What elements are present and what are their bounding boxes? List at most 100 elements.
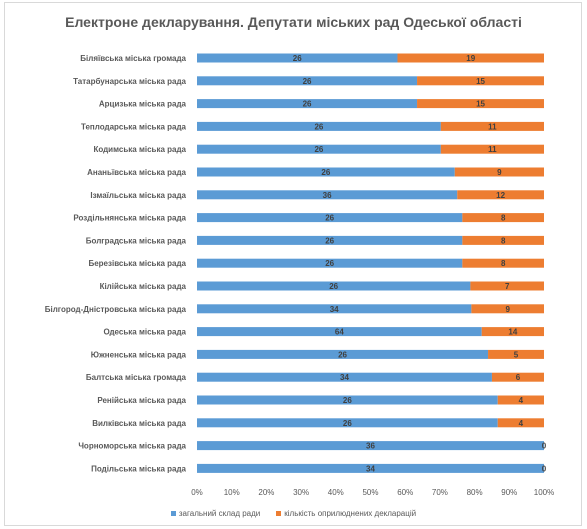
bar-segment-declarations [440,144,544,154]
category-label: Кодимська міська рада [93,145,186,154]
category-label: Подільська міська рада [91,464,186,473]
bar-segment-total [197,372,492,382]
data-label: 26 [325,236,334,245]
data-label: 19 [466,54,475,63]
bar-segment-total [197,190,458,200]
legend-item: кількість оприлюднених декларацій [276,509,416,518]
data-label: 36 [323,191,332,200]
x-tick-label: 80% [467,488,483,497]
bar-segment-declarations [454,167,544,177]
category-label: Ізмаїльська міська рада [90,191,186,200]
legend-swatch [276,511,282,517]
legend-item: загальний склад ради [170,509,261,518]
legend-label: загальний склад ради [178,509,261,518]
category-label: Роздільнянська міська рада [73,214,186,223]
data-label: 64 [335,328,344,337]
bar-segment-declarations [440,121,544,131]
bar-segment-total [197,99,418,109]
data-label: 34 [366,464,375,473]
data-label: 26 [325,259,334,268]
bar-segment-declarations [417,76,544,86]
category-label: Одеська міська рада [103,328,186,337]
data-label: 36 [366,442,375,451]
data-label: 26 [303,100,312,109]
bar-segment-declarations [470,281,544,291]
data-label: 11 [488,122,497,131]
bar-segment-total [197,281,471,291]
data-label: 9 [497,168,502,177]
bar-segment-total [197,304,472,314]
data-label: 0 [542,442,547,451]
x-tick-label: 20% [258,488,274,497]
x-tick-label: 30% [293,488,309,497]
bar-segment-declarations [497,418,544,428]
data-label: 8 [501,214,506,223]
data-label: 26 [343,419,352,428]
chart-title: Електроне декларування. Депутати міських… [65,14,522,30]
bar-segment-total [197,349,489,359]
bar-segment-declarations [457,190,544,200]
bar-segment-declarations [462,258,544,268]
legend-label: кількість оприлюднених декларацій [284,509,417,518]
category-label: Южненська міська рада [91,350,187,359]
category-label: Ренійська міська рада [97,396,186,405]
data-label: 26 [321,168,330,177]
data-label: 34 [340,373,349,382]
bar-segment-declarations [462,235,544,245]
data-label: 8 [501,259,506,268]
data-label: 26 [325,214,334,223]
bar-segment-total [197,121,441,131]
category-label: Білгород-Дністровська міська рада [45,305,187,314]
data-label: 26 [343,396,352,405]
category-label: Березівська міська рада [88,259,186,268]
category-label: Татарбунарська міська рада [73,77,186,86]
data-label: 15 [476,77,485,86]
data-label: 4 [519,419,524,428]
bar-segment-total [197,258,463,268]
category-label: Ананьївська міська рада [87,168,186,177]
data-label: 26 [329,282,338,291]
bar-segment-total [197,53,398,63]
category-label: Арцизька міська рада [99,100,187,109]
category-label: Болградська міська рада [86,236,187,245]
x-tick-label: 10% [224,488,240,497]
chart-legend: загальний склад ради кількість оприлюднен… [0,509,587,518]
data-label: 26 [314,145,323,154]
category-label: Теплодарська міська рада [81,122,187,131]
x-tick-label: 100% [534,488,554,497]
x-tick-label: 40% [328,488,344,497]
bar-segment-total [197,235,463,245]
bar-segment-total [197,76,418,86]
bar-segment-declarations [491,372,544,382]
category-label: Кілійська міська рада [100,282,187,291]
bar-segment-total [197,463,544,473]
data-label: 7 [505,282,510,291]
data-label: 4 [519,396,524,405]
bar-segment-declarations [417,99,544,109]
legend-swatch [170,511,176,517]
category-label: Вилківська міська рада [92,419,186,428]
data-label: 15 [476,100,485,109]
bar-segment-total [197,327,482,337]
bar-segment-declarations [397,53,544,63]
x-tick-label: 50% [362,488,378,497]
data-label: 26 [338,350,347,359]
bar-segment-total [197,441,544,451]
data-label: 8 [501,236,506,245]
x-tick-label: 60% [397,488,413,497]
bar-segment-declarations [462,213,544,223]
bar-segment-total [197,395,498,405]
data-label: 6 [516,373,521,382]
x-tick-label: 70% [432,488,448,497]
bar-segment-declarations [471,304,544,314]
data-label: 11 [488,145,497,154]
data-label: 26 [293,54,302,63]
bar-segment-declarations [481,327,544,337]
data-label: 34 [330,305,339,314]
bar-segment-total [197,167,455,177]
bar-segment-total [197,213,463,223]
data-label: 26 [303,77,312,86]
category-label: Чорноморська міська рада [78,442,186,451]
x-tick-label: 90% [501,488,517,497]
